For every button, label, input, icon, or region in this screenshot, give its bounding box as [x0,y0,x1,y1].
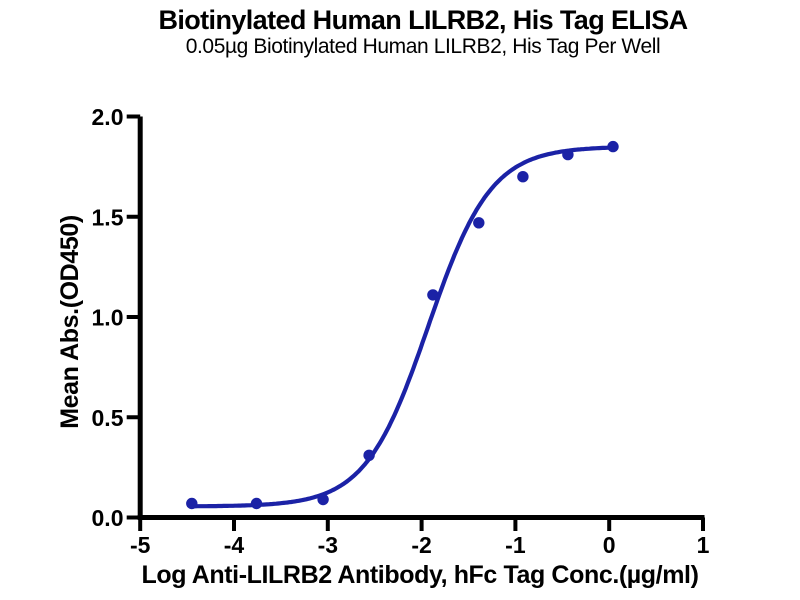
x-tick-label: -5 [130,532,151,558]
x-tick-label: -1 [505,532,526,558]
x-axis-label: Log Anti-LILRB2 Antibody, hFc Tag Conc.(… [141,561,699,589]
data-point [250,497,263,510]
x-tick-label: 1 [697,532,710,558]
y-tick-label: 2.0 [92,104,124,130]
x-tick-label: -4 [224,532,245,558]
x-tick-label: 0 [603,532,616,558]
data-point [517,171,529,183]
data-point [363,449,375,461]
data-point [607,140,619,153]
data-point [473,217,485,229]
data-point [562,148,574,161]
chart-subtitle: 0.05µg Biotinylated Human LILRB2, His Ta… [185,35,661,58]
y-tick-label: 0.5 [92,405,124,431]
chart-title: Biotinylated Human LILRB2, His Tag ELISA [158,5,688,35]
x-tick-label: -3 [318,532,338,558]
fit-curve [189,145,616,509]
y-tick-label: 1.0 [92,305,124,331]
data-point [186,497,198,510]
y-tick-label: 0.0 [92,505,124,531]
data-point [317,493,329,506]
x-tick-label: -2 [411,532,431,558]
y-tick-label: 1.5 [92,204,124,230]
data-point [427,289,439,301]
